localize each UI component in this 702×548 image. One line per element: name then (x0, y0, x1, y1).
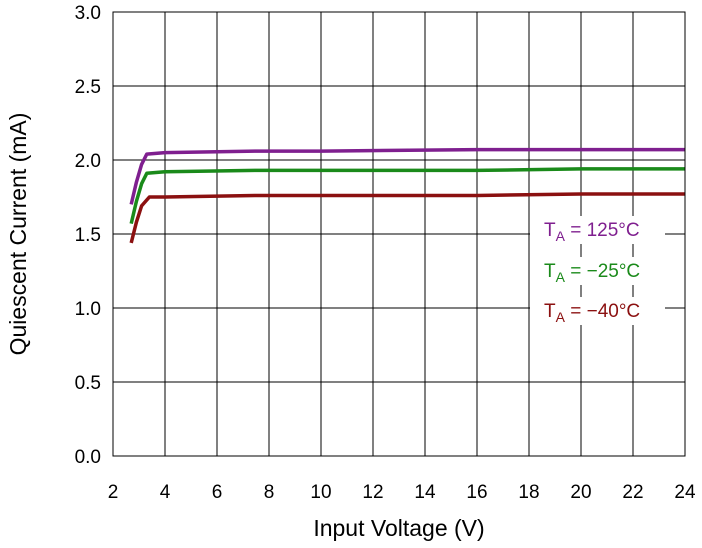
y-axis-label: Quiescent Current (mA) (5, 113, 31, 356)
series-line (129, 192, 685, 244)
x-tick-label: 14 (414, 482, 436, 503)
legend-value: = −40°C (565, 301, 640, 322)
legend-symbol-main: T (544, 220, 556, 241)
x-tick-label: 10 (310, 482, 331, 503)
x-tick-label: 16 (466, 482, 487, 503)
x-tick-label: 22 (622, 482, 643, 503)
legend-entry: TA = 125°C (544, 220, 640, 244)
x-tick-label: 12 (362, 482, 383, 503)
y-tick-label: 0.5 (75, 373, 101, 394)
legend-value: = 125°C (565, 220, 640, 241)
x-tick-label: 18 (518, 482, 539, 503)
y-tick-label: 2.0 (75, 151, 101, 172)
legend-symbol-sub: A (556, 309, 566, 325)
x-tick-label: 4 (160, 482, 171, 503)
series-line (129, 167, 685, 224)
y-tick-label: 2.5 (75, 77, 101, 98)
x-tick-label: 6 (212, 482, 223, 503)
y-tick-label: 1.0 (75, 299, 101, 320)
legend-symbol-main: T (544, 301, 556, 322)
legend-symbol-sub: A (556, 269, 566, 285)
series-lines (129, 147, 685, 244)
y-tick-labels: 0.0 0.5 1.0 1.5 2.0 2.5 3.0 (75, 3, 101, 468)
x-tick-label: 24 (674, 482, 696, 503)
legend-background (530, 297, 665, 325)
x-tick-label: 8 (264, 482, 275, 503)
x-axis-label: Input Voltage (V) (313, 515, 484, 541)
y-tick-label: 1.5 (75, 225, 101, 246)
legend-entry: TA = −25°C (544, 261, 640, 285)
x-tick-labels: 2 4 6 8 10 12 14 16 18 20 22 24 (108, 482, 696, 503)
x-tick-label: 2 (108, 482, 119, 503)
legend-symbol-main: T (544, 261, 556, 282)
legend: TA = 125°CTA = −25°CTA = −40°C (530, 216, 665, 325)
legend-background (530, 216, 665, 244)
legend-entry: TA = −40°C (544, 301, 640, 325)
y-tick-label: 0.0 (75, 447, 101, 468)
legend-value: = −25°C (565, 261, 640, 282)
legend-background (530, 257, 665, 285)
plot-frame (112, 11, 686, 457)
y-tick-label: 3.0 (75, 3, 101, 24)
x-tick-label: 20 (570, 482, 591, 503)
legend-symbol-sub: A (556, 228, 566, 244)
series-line (129, 147, 685, 205)
